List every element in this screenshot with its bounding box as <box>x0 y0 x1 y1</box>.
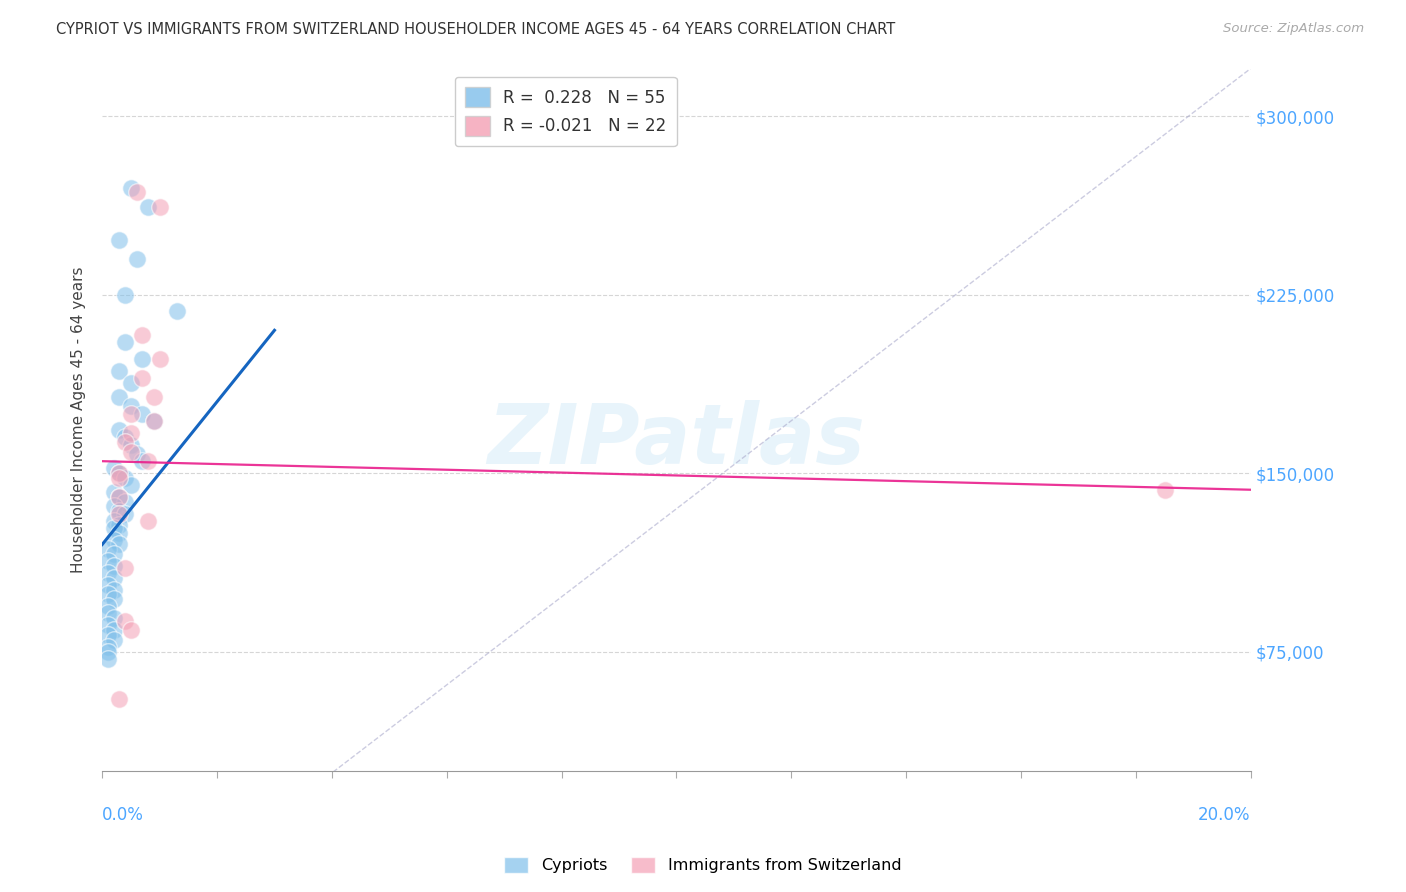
Point <box>131 407 153 421</box>
Point <box>97 651 120 665</box>
Point <box>136 514 159 528</box>
Point <box>97 640 120 654</box>
Point <box>114 435 136 450</box>
Point <box>97 599 120 614</box>
Point <box>142 414 165 428</box>
Text: Source: ZipAtlas.com: Source: ZipAtlas.com <box>1223 22 1364 36</box>
Text: 20.0%: 20.0% <box>1198 806 1251 824</box>
Point <box>103 632 125 647</box>
Y-axis label: Householder Income Ages 45 - 64 years: Householder Income Ages 45 - 64 years <box>72 267 86 573</box>
Point <box>114 335 136 350</box>
Point <box>114 507 136 521</box>
Point <box>108 518 131 533</box>
Point <box>125 186 148 200</box>
Point <box>114 494 136 508</box>
Point <box>1153 483 1175 497</box>
Point <box>108 466 131 480</box>
Point <box>97 607 120 621</box>
Point <box>103 514 125 528</box>
Point <box>108 490 131 504</box>
Point <box>131 351 153 366</box>
Point <box>120 444 142 458</box>
Legend: Cypriots, Immigrants from Switzerland: Cypriots, Immigrants from Switzerland <box>498 850 908 880</box>
Point <box>103 558 125 573</box>
Point <box>149 351 172 366</box>
Point <box>166 304 188 318</box>
Point <box>114 471 136 485</box>
Point <box>97 578 120 592</box>
Point <box>131 328 153 343</box>
Point <box>108 490 131 504</box>
Text: ZIPatlas: ZIPatlas <box>488 401 865 481</box>
Point <box>120 478 142 492</box>
Point <box>120 425 142 440</box>
Point <box>108 364 131 378</box>
Point <box>136 200 159 214</box>
Legend: R =  0.228   N = 55, R = -0.021   N = 22: R = 0.228 N = 55, R = -0.021 N = 22 <box>456 77 676 146</box>
Point <box>108 390 131 404</box>
Point <box>103 485 125 500</box>
Point <box>149 200 172 214</box>
Point <box>108 537 131 551</box>
Point <box>103 547 125 561</box>
Point <box>103 592 125 607</box>
Point <box>103 521 125 535</box>
Point <box>103 582 125 597</box>
Point <box>120 180 142 194</box>
Point <box>120 407 142 421</box>
Point <box>97 628 120 642</box>
Point <box>114 287 136 301</box>
Point <box>97 587 120 601</box>
Point <box>103 571 125 585</box>
Point <box>120 623 142 637</box>
Point <box>103 461 125 475</box>
Point <box>97 554 120 568</box>
Text: CYPRIOT VS IMMIGRANTS FROM SWITZERLAND HOUSEHOLDER INCOME AGES 45 - 64 YEARS COR: CYPRIOT VS IMMIGRANTS FROM SWITZERLAND H… <box>56 22 896 37</box>
Point <box>108 471 131 485</box>
Point <box>142 390 165 404</box>
Point <box>120 400 142 414</box>
Point <box>103 623 125 637</box>
Point <box>108 525 131 540</box>
Point <box>114 614 136 628</box>
Point <box>108 466 131 480</box>
Point <box>97 566 120 580</box>
Point <box>114 561 136 575</box>
Point <box>131 371 153 385</box>
Point <box>108 507 131 521</box>
Point <box>131 454 153 468</box>
Point <box>125 447 148 461</box>
Point <box>108 692 131 706</box>
Point <box>142 414 165 428</box>
Point <box>120 437 142 451</box>
Point <box>103 611 125 625</box>
Point <box>97 618 120 632</box>
Point <box>103 500 125 514</box>
Point <box>114 430 136 444</box>
Point <box>108 504 131 518</box>
Point <box>97 644 120 658</box>
Point <box>108 423 131 437</box>
Point <box>125 252 148 266</box>
Point <box>103 533 125 547</box>
Point <box>97 542 120 557</box>
Point <box>136 454 159 468</box>
Point <box>108 233 131 247</box>
Text: 0.0%: 0.0% <box>103 806 143 824</box>
Point <box>120 376 142 390</box>
